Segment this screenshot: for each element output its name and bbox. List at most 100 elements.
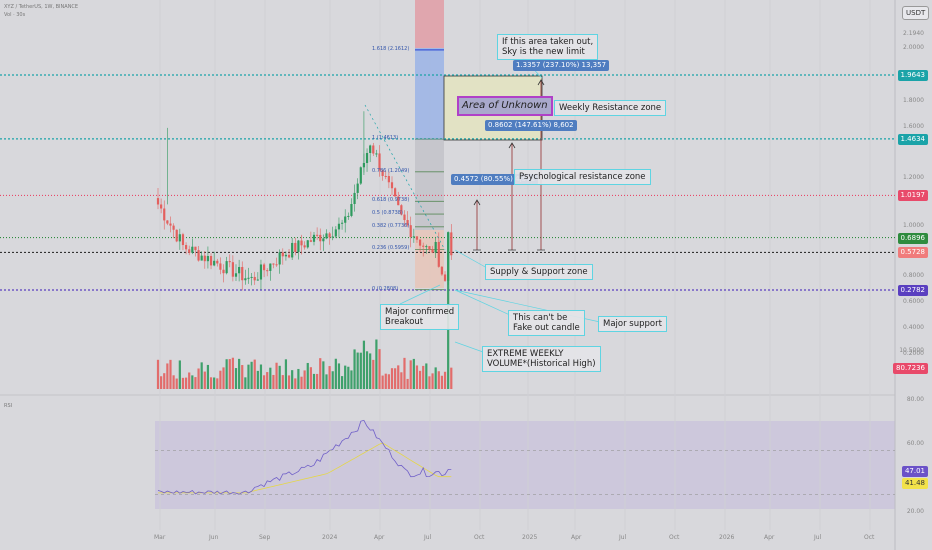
volume-bar-81 bbox=[409, 360, 412, 389]
volume-bar-71 bbox=[378, 349, 381, 389]
candle-body-39 bbox=[278, 252, 281, 265]
price-tick-5: 1.0000 bbox=[903, 222, 924, 229]
volume-bar-60 bbox=[344, 365, 347, 389]
volume-indicator-line: Vol · 30s bbox=[4, 12, 26, 18]
volume-bar-94 bbox=[450, 367, 453, 389]
candle-body-18 bbox=[213, 260, 216, 266]
rsi-tick-20: 20.00 bbox=[906, 508, 924, 515]
volume-bar-54 bbox=[325, 374, 328, 389]
price-tick-6: 0.8000 bbox=[903, 272, 924, 279]
time-tick-5: Jul bbox=[424, 534, 432, 541]
volume-bar-64 bbox=[356, 352, 359, 389]
volume-bar-22 bbox=[225, 359, 228, 389]
volume-bar-61 bbox=[347, 366, 350, 389]
volume-bar-67 bbox=[365, 351, 369, 389]
candle-body-46 bbox=[300, 240, 303, 246]
price-tick-4: 1.2000 bbox=[903, 174, 924, 181]
fib-label-3: 0.618 (0.9738) bbox=[372, 197, 410, 204]
candle-body-14 bbox=[200, 255, 203, 261]
rsi-tick-80: 80.00 bbox=[906, 396, 924, 403]
candle-body-11 bbox=[191, 246, 194, 253]
weekly-resistance-note: Weekly Resistance zone bbox=[554, 100, 667, 116]
volume-bar-44 bbox=[294, 378, 297, 389]
candle-body-12 bbox=[194, 246, 197, 251]
candle-body-64 bbox=[356, 183, 359, 193]
candle-body-90 bbox=[437, 241, 440, 267]
volume-bar-73 bbox=[384, 373, 387, 389]
candle-body-57 bbox=[334, 229, 337, 237]
candle-body-73 bbox=[384, 175, 387, 177]
candle-body-71 bbox=[378, 153, 381, 171]
candle-body-19 bbox=[216, 260, 219, 264]
candle-body-27 bbox=[241, 266, 244, 281]
candle-body-8 bbox=[181, 234, 185, 246]
candle-body-94 bbox=[450, 232, 453, 256]
volume-bar-15 bbox=[203, 371, 206, 389]
candle-body-72 bbox=[381, 170, 384, 176]
volume-bar-46 bbox=[300, 376, 303, 389]
volume-bar-14 bbox=[200, 362, 203, 389]
candle-body-4 bbox=[169, 223, 172, 226]
candle-body-23 bbox=[228, 261, 231, 263]
price-label-2: 1.0197 bbox=[897, 190, 928, 202]
candle-body-40 bbox=[281, 252, 284, 257]
volume-bar-38 bbox=[275, 362, 278, 389]
target-arrowhead-1 bbox=[508, 142, 516, 149]
volume-bar-57 bbox=[334, 358, 337, 389]
candle-body-92 bbox=[443, 274, 447, 281]
volume-bar-84 bbox=[418, 370, 422, 389]
price-tick-9: 0.2000 bbox=[903, 350, 924, 357]
volume-bar-62 bbox=[350, 370, 353, 389]
volume-bar-89 bbox=[434, 367, 437, 389]
candle-body-13 bbox=[197, 250, 200, 261]
volume-bar-5 bbox=[172, 375, 175, 389]
rsi-band bbox=[155, 421, 895, 509]
candle-body-61 bbox=[347, 215, 350, 217]
price-tick-1: 2.0000 bbox=[903, 44, 924, 51]
candle-body-31 bbox=[253, 276, 256, 281]
volume-bar-90 bbox=[437, 371, 440, 389]
time-tick-8: Apr bbox=[571, 534, 582, 541]
candle-body-21 bbox=[222, 269, 225, 274]
extreme-volume-note: EXTREME WEEKLY VOLUME*(Historical High) bbox=[482, 346, 601, 372]
volume-bar-18 bbox=[213, 377, 216, 389]
price-label-5: 0.2782 bbox=[897, 285, 928, 296]
candle-body-78 bbox=[400, 205, 403, 215]
volume-bar-2 bbox=[163, 373, 166, 389]
candle-body-22 bbox=[225, 261, 228, 274]
candle-body-74 bbox=[387, 176, 390, 183]
currency-selector[interactable]: USDT bbox=[902, 6, 930, 20]
volume-bar-21 bbox=[222, 367, 225, 389]
candle-body-89 bbox=[434, 241, 437, 253]
volume-bar-19 bbox=[216, 378, 219, 389]
volume-bar-79 bbox=[403, 357, 406, 389]
candle-body-41 bbox=[284, 254, 288, 257]
fakeout-note: This can't be Fake out candle bbox=[508, 310, 585, 336]
measure-label-147: 0.8602 (147.61%) 8,602 bbox=[485, 120, 577, 131]
volume-bar-4 bbox=[169, 359, 172, 389]
candle-body-48 bbox=[306, 240, 309, 248]
rsi-ma-value-label: 41.48 bbox=[901, 478, 928, 489]
volume-bar-43 bbox=[291, 370, 294, 389]
candle-body-7 bbox=[178, 234, 181, 242]
candle-body-69 bbox=[372, 145, 375, 154]
price-label-4: 0.5728 bbox=[897, 247, 928, 259]
price-tick-2: 1.8000 bbox=[903, 97, 924, 104]
callout-line-2 bbox=[454, 289, 513, 317]
volume-bar-8 bbox=[181, 377, 185, 389]
candle-body-28 bbox=[244, 278, 247, 281]
volume-bar-80 bbox=[406, 378, 409, 389]
time-tick-2: Sep bbox=[259, 534, 271, 541]
price-tick-0: 2.1940 bbox=[903, 30, 924, 37]
volume-bar-52 bbox=[319, 358, 322, 389]
candle-body-26 bbox=[238, 266, 241, 274]
volume-bar-65 bbox=[359, 352, 362, 389]
time-tick-10: Oct bbox=[669, 534, 680, 541]
volume-bar-58 bbox=[337, 363, 341, 389]
volume-bar-30 bbox=[250, 361, 253, 389]
callout-line-4 bbox=[454, 341, 484, 353]
volume-bar-33 bbox=[259, 364, 263, 389]
candle-body-56 bbox=[331, 236, 334, 238]
volume-bar-74 bbox=[387, 374, 390, 389]
volume-bar-92 bbox=[443, 371, 447, 389]
